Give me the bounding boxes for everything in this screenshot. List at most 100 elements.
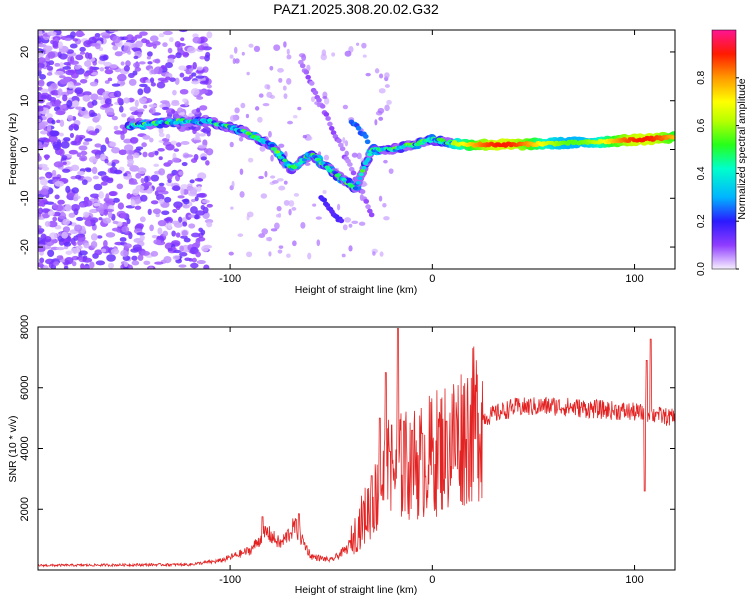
noise-blob: [342, 136, 346, 144]
noise-blob: [169, 77, 176, 82]
noise-blob: [126, 218, 131, 225]
noise-blob: [266, 91, 273, 98]
noise-blob: [71, 261, 77, 267]
noise-blob: [269, 65, 274, 71]
noise-blob: [47, 249, 55, 257]
streak-blob: [303, 69, 310, 75]
noise-blob: [135, 146, 144, 150]
noise-blob: [191, 257, 197, 263]
noise-blob: [356, 152, 362, 160]
noise-blob: [269, 175, 276, 179]
noise-blob: [162, 42, 168, 48]
noise-blob: [55, 246, 65, 251]
noise-blob: [344, 50, 352, 57]
noise-blob: [238, 136, 244, 142]
noise-blob: [195, 210, 205, 216]
noise-blob: [103, 61, 113, 67]
noise-blob: [109, 141, 117, 147]
noise-blob: [62, 218, 71, 226]
noise-blob: [75, 134, 80, 142]
noise-blob: [38, 30, 43, 37]
noise-blob: [117, 97, 122, 104]
streak-blob: [364, 139, 371, 145]
streak-blob: [328, 126, 335, 131]
noise-blob: [111, 227, 121, 232]
noise-blob: [103, 239, 108, 248]
spectrogram-image: [38, 30, 675, 269]
noise-blob: [336, 203, 341, 211]
noise-blob: [205, 148, 214, 156]
noise-blob: [203, 264, 210, 269]
noise-blob: [112, 45, 119, 51]
noise-blob: [46, 113, 53, 119]
noise-blob: [374, 119, 378, 126]
noise-blob: [247, 157, 254, 163]
noise-blob: [83, 211, 90, 218]
noise-blob: [377, 107, 385, 114]
noise-blob: [195, 251, 201, 258]
streak-blob: [363, 198, 370, 204]
noise-blob: [105, 232, 116, 238]
noise-blob: [201, 199, 210, 204]
top-y-axis-label: Frequency (Hz): [7, 113, 19, 185]
noise-blob: [158, 156, 163, 161]
noise-blob: [262, 102, 270, 107]
colorbar-tick-label: 0.0: [696, 262, 707, 276]
noise-blob: [344, 140, 349, 147]
noise-blob: [45, 173, 51, 179]
noise-blob: [94, 143, 102, 148]
noise-blob: [84, 60, 92, 67]
noise-blob: [344, 150, 349, 157]
streak-blob: [321, 197, 328, 203]
noise-blob: [153, 67, 158, 75]
noise-blob: [292, 114, 298, 119]
noise-blob: [179, 72, 185, 78]
noise-blob: [114, 51, 123, 57]
noise-blob: [70, 123, 78, 128]
noise-blob: [40, 88, 50, 94]
noise-blob: [268, 251, 272, 257]
noise-blob: [130, 199, 136, 207]
noise-blob: [105, 137, 110, 145]
noise-blob: [42, 166, 50, 171]
noise-blob: [287, 120, 293, 125]
noise-blob: [38, 118, 42, 123]
noise-blob: [147, 208, 152, 216]
noise-blob: [109, 64, 118, 69]
noise-blob: [198, 227, 204, 232]
noise-blob: [121, 113, 127, 118]
streak-blob: [355, 125, 362, 131]
noise-blob: [39, 257, 45, 264]
noise-blob: [67, 81, 75, 89]
noise-blob: [38, 67, 42, 72]
noise-blob: [116, 73, 127, 82]
noise-blob: [131, 111, 140, 116]
colorbar: 0.0 0.2 0.4 0.6 0.8 Normalized spectral ampl…: [696, 29, 748, 276]
noise-blob: [189, 188, 198, 195]
noise-blob: [161, 210, 170, 216]
noise-blob: [87, 125, 95, 132]
noise-blob: [38, 153, 41, 161]
noise-blob: [58, 53, 68, 60]
noise-blob: [204, 54, 210, 62]
noise-blob: [196, 172, 207, 180]
streak-blob: [336, 138, 342, 144]
noise-blob: [386, 99, 392, 105]
noise-blob: [206, 84, 212, 89]
noise-blob: [59, 119, 65, 127]
noise-blob: [38, 207, 43, 215]
streak-blob: [367, 208, 373, 214]
ridge-core: [352, 186, 359, 191]
noise-blob: [283, 93, 288, 99]
streak-blob: [323, 112, 330, 117]
noise-blob: [93, 202, 101, 207]
noise-blob: [307, 252, 312, 260]
noise-blob: [160, 100, 170, 104]
spec-x-tick-label: -100: [219, 273, 241, 285]
noise-blob: [261, 228, 269, 235]
noise-blob: [40, 178, 48, 186]
noise-blob: [41, 208, 51, 213]
noise-blob: [128, 78, 137, 86]
noise-blob: [44, 236, 52, 243]
ridge-core: [671, 135, 675, 140]
